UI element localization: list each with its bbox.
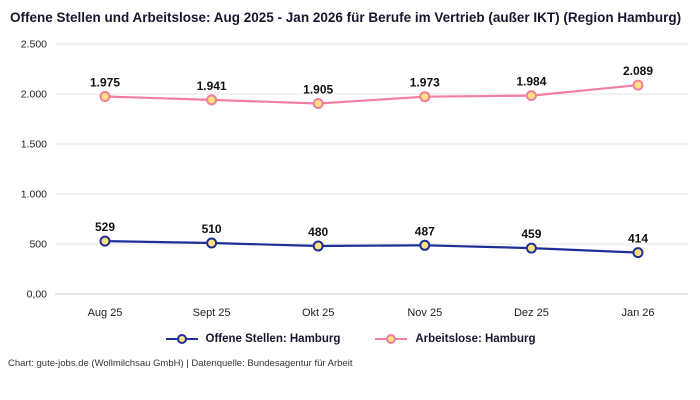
data-point-marker [419, 239, 431, 251]
data-point-marker [99, 90, 111, 102]
data-point-label: 414 [628, 231, 648, 245]
data-point-label: 1.984 [516, 74, 546, 88]
data-point-label: 529 [95, 220, 115, 234]
x-tick-label: Jan 26 [621, 307, 654, 319]
data-point-label: 1.975 [90, 75, 120, 89]
x-tick-label: Aug 25 [88, 307, 123, 319]
x-tick-label: Dez 25 [514, 307, 549, 319]
y-tick-label: 2.500 [21, 38, 47, 50]
data-point-marker [312, 97, 324, 109]
x-tick-label: Sept 25 [193, 307, 231, 319]
data-point-marker [632, 246, 644, 258]
x-tick-label: Nov 25 [407, 307, 442, 319]
data-point-marker [632, 79, 644, 91]
data-point-label: 1.941 [197, 79, 227, 93]
legend-item-offene-stellen[interactable]: Offene Stellen: Hamburg [165, 332, 341, 346]
legend-item-arbeitslose[interactable]: Arbeitslose: Hamburg [374, 332, 535, 346]
x-tick-label: Okt 25 [302, 307, 334, 319]
legend-label-arbeitslose: Arbeitslose: Hamburg [415, 332, 536, 345]
y-tick-label: 1.000 [21, 188, 47, 200]
legend-label-offene-stellen: Offene Stellen: Hamburg [205, 332, 341, 345]
data-point-marker [99, 235, 111, 247]
data-point-label: 487 [415, 224, 435, 238]
y-tick-label: 2.000 [21, 88, 47, 100]
data-point-marker [206, 237, 218, 249]
data-point-label: 510 [202, 222, 222, 236]
y-tick-label: 500 [29, 238, 47, 250]
y-tick-label: 1.500 [21, 138, 47, 150]
data-point-marker [206, 94, 218, 106]
series-line [104, 239, 639, 254]
data-point-label: 2.089 [623, 64, 653, 78]
data-point-label: 1.905 [303, 82, 333, 96]
chart-title: Offene Stellen und Arbeitslose: Aug 2025… [10, 10, 682, 25]
data-point-marker [525, 242, 537, 254]
data-point-label: 459 [521, 227, 541, 241]
data-point-marker [525, 89, 537, 101]
data-point-marker [419, 91, 431, 103]
legend-line-marker-icon [374, 332, 408, 346]
line-chart: 0,00 500 1.000 1.500 2.000 2.500 Aug 25 Sept 25… [21, 38, 688, 319]
data-point-label: 1.973 [410, 76, 440, 90]
data-point-label: 480 [308, 225, 328, 239]
y-tick-label: 0,00 [27, 288, 48, 300]
data-point-marker [312, 240, 324, 252]
legend: Offene Stellen: Hamburg Arbeitslose: Ham… [0, 326, 700, 352]
legend-line-marker-icon [165, 332, 199, 346]
series-line [104, 83, 639, 105]
chart-footer: Chart: gute-jobs.de (Wollmilchsau GmbH) … [8, 357, 353, 369]
